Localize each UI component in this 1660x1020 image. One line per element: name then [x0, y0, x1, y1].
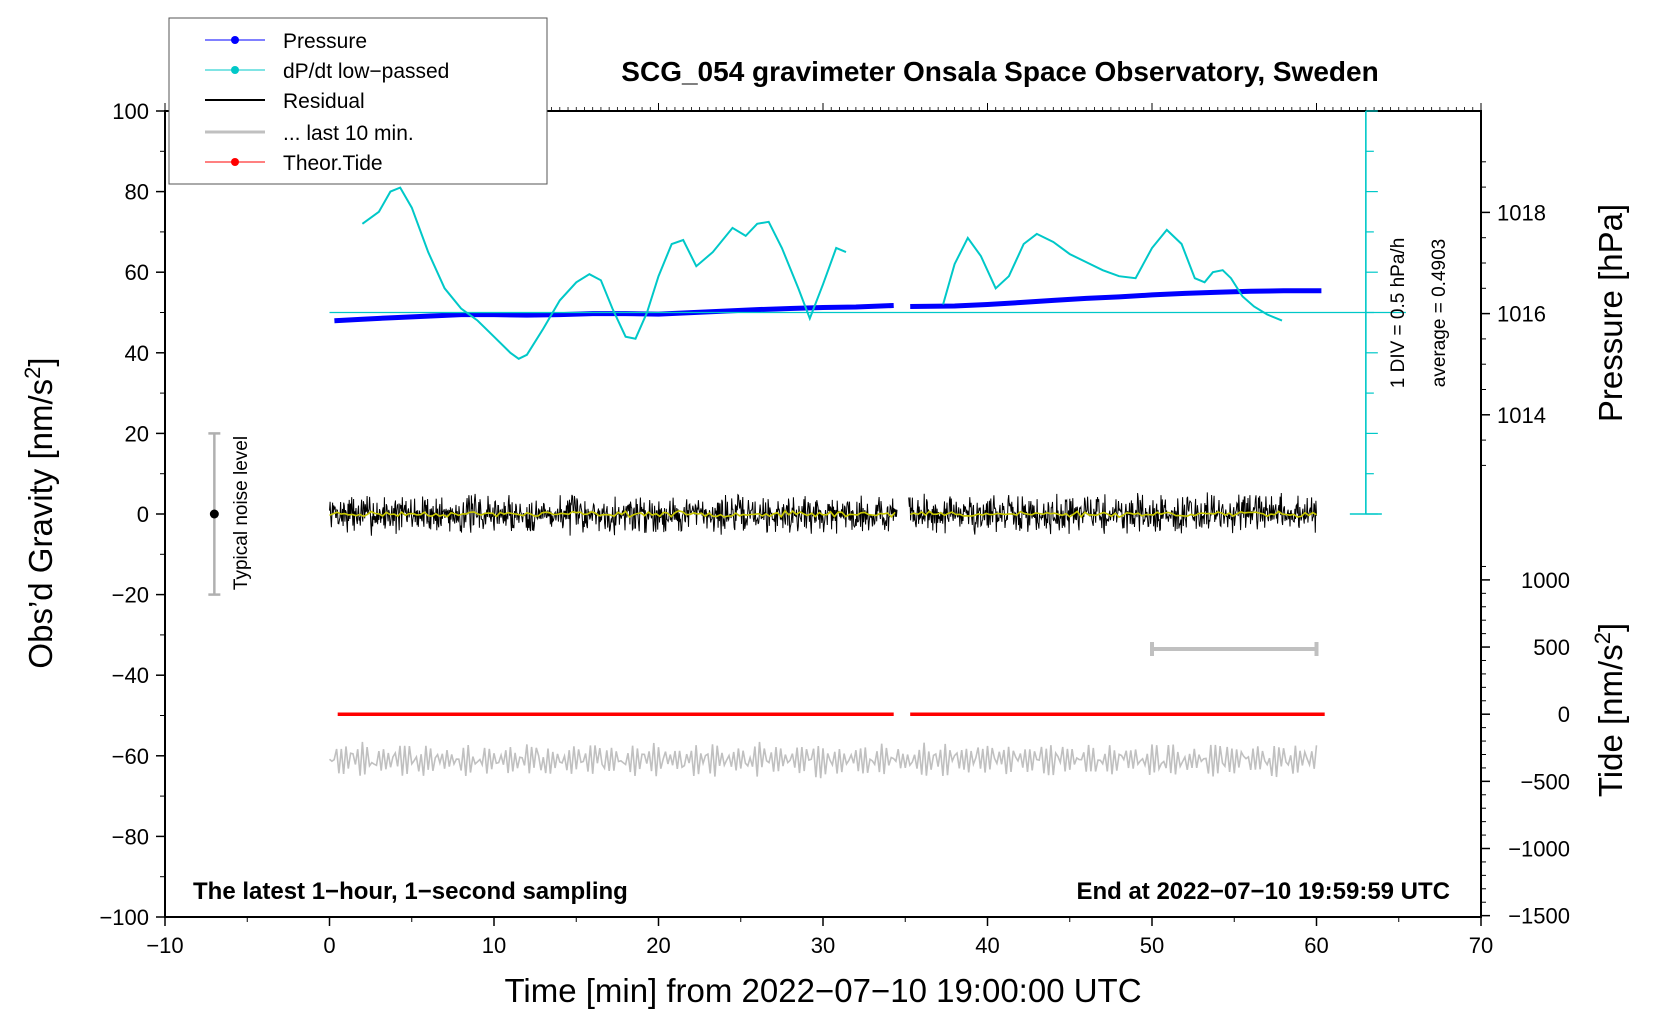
y-tick-label: 100: [112, 99, 149, 124]
legend-item-residual: Residual: [205, 90, 365, 113]
x-tick-label: 50: [1140, 933, 1164, 958]
y-tick-label: −20: [112, 583, 149, 608]
series-last-10-min: [328, 741, 1318, 779]
legend-item-pressure: Pressure: [205, 30, 367, 53]
x-tick-label: 30: [811, 933, 835, 958]
legend-marker-dpdt: [231, 66, 239, 74]
ticks-layer: −10 0 10 20 30 40 50 60 70−100−80−60−40−20020406…: [99, 99, 1570, 958]
tide-tick-label: 1000: [1521, 568, 1570, 593]
legend-item-dpdt: dP/dt low−passed: [205, 60, 449, 83]
pressure-axis-label: Pressure [hPa]: [1592, 204, 1629, 422]
legend: Pressure dP/dt low−passed Residual ... l…: [168, 17, 548, 185]
legend-label-pressure: Pressure: [283, 30, 367, 53]
x-tick-label: −10: [146, 933, 183, 958]
series-residual-smoothed: [329, 509, 1317, 519]
y-tick-label: −60: [112, 744, 149, 769]
tide-tick-label: 0: [1558, 702, 1570, 727]
pressure-tick-label: 1016: [1497, 302, 1546, 327]
y-tick-label: 0: [137, 502, 149, 527]
y-tick-label: 60: [125, 260, 149, 285]
y-tick-label: 80: [125, 180, 149, 205]
x-tick-label: 70: [1469, 933, 1493, 958]
x-tick-label: 20: [646, 933, 670, 958]
pressure-tick-label: 1014: [1497, 403, 1546, 428]
y-axis-label: Obs’d Gravity [nm/s2]: [20, 357, 59, 668]
legend-marker-tide: [231, 158, 239, 166]
legend-item-last10: ... last 10 min.: [205, 122, 414, 145]
annotation-layer: [208, 110, 1406, 657]
chart-title: SCG_054 gravimeter Onsala Space Observat…: [621, 56, 1378, 87]
x-tick-label: 10: [482, 933, 506, 958]
y-tick-label: −40: [112, 663, 149, 688]
legend-marker-pressure: [231, 36, 239, 44]
y-tick-label: −100: [99, 905, 149, 930]
pressure-tick-label: 1018: [1497, 200, 1546, 225]
end-time-note: End at 2022−07−10 19:59:59 UTC: [1076, 878, 1450, 905]
legend-item-tide: Theor.Tide: [205, 152, 383, 175]
tide-axis-label: Tide [nm/s2]: [1590, 623, 1629, 797]
noise-level-label: Typical noise level: [231, 436, 252, 590]
legend-label-tide: Theor.Tide: [283, 152, 383, 175]
dpdt-average-label: average = 0.4903: [1429, 239, 1450, 387]
x-tick-label: 40: [975, 933, 999, 958]
series-pressure: [334, 288, 1322, 324]
tide-tick-label: −500: [1520, 769, 1570, 794]
legend-label-dpdt: dP/dt low−passed: [283, 60, 449, 83]
legend-label-residual: Residual: [283, 90, 365, 113]
x-tick-label: 60: [1304, 933, 1328, 958]
noise-bar-center: [209, 509, 219, 519]
tide-tick-label: 500: [1533, 635, 1570, 660]
x-axis-label: Time [min] from 2022−07−10 19:00:00 UTC: [504, 972, 1141, 1009]
tide-tick-label: −1000: [1508, 837, 1570, 862]
tide-tick-label: −1500: [1508, 904, 1570, 929]
y-tick-label: −80: [112, 824, 149, 849]
series-layer: [328, 186, 1325, 779]
y-tick-label: 20: [125, 421, 149, 446]
sampling-note: The latest 1−hour, 1−second sampling: [193, 878, 628, 905]
x-tick-label: 0: [323, 933, 335, 958]
legend-label-last10: ... last 10 min.: [283, 122, 414, 145]
dpdt-scale-label: 1 DIV = 0.5 hPa/h: [1388, 238, 1409, 389]
y-tick-label: 40: [125, 341, 149, 366]
series-dpdt: [361, 186, 1283, 360]
